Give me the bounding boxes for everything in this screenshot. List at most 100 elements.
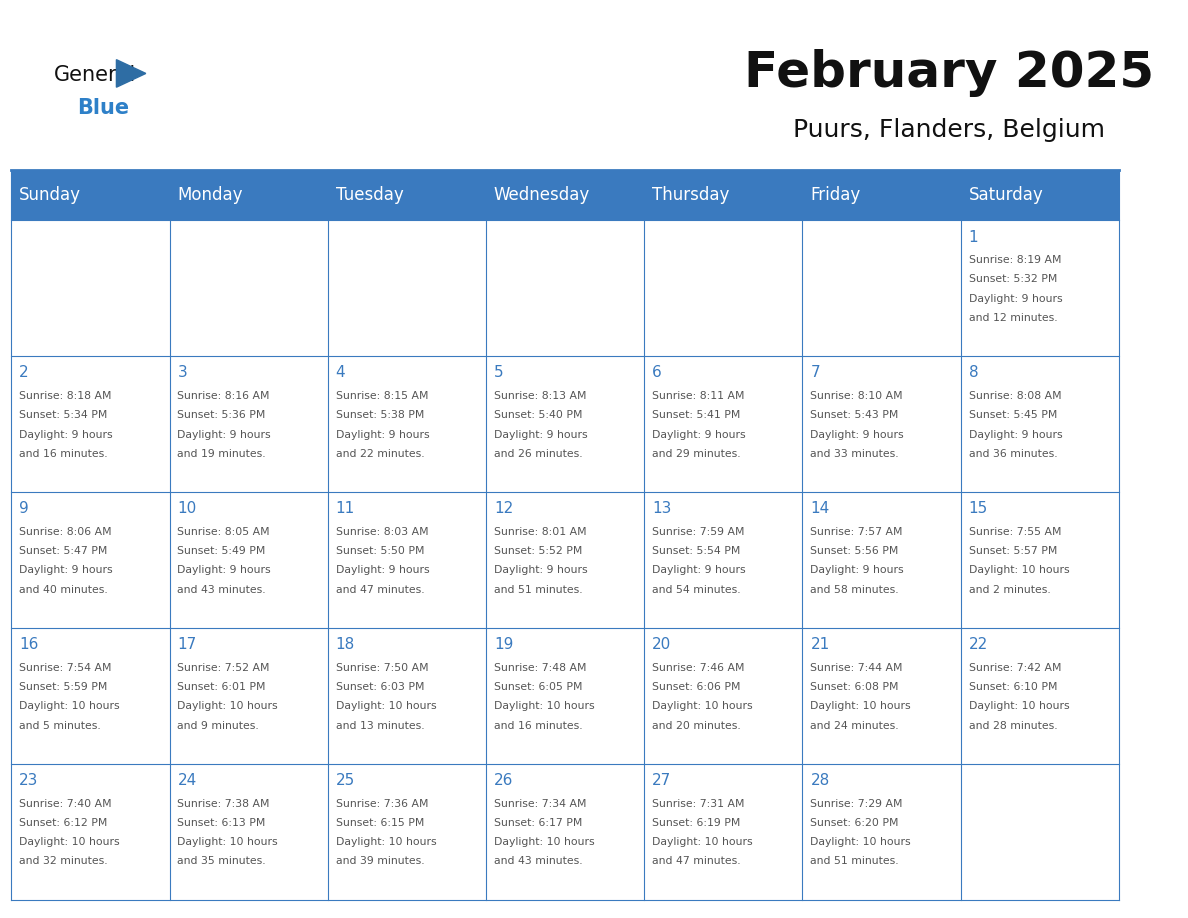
Text: Sunrise: 8:01 AM: Sunrise: 8:01 AM [494,527,587,537]
Text: and 36 minutes.: and 36 minutes. [968,449,1057,459]
Text: Daylight: 10 hours: Daylight: 10 hours [336,837,436,847]
Text: Daylight: 10 hours: Daylight: 10 hours [494,701,594,711]
Text: Sunset: 5:49 PM: Sunset: 5:49 PM [177,546,266,556]
Text: 19: 19 [494,637,513,652]
Text: Daylight: 10 hours: Daylight: 10 hours [968,565,1069,576]
Text: and 2 minutes.: and 2 minutes. [968,585,1050,595]
Text: and 47 minutes.: and 47 minutes. [336,585,424,595]
Text: 8: 8 [968,365,978,380]
Text: 14: 14 [810,501,829,516]
Text: and 13 minutes.: and 13 minutes. [336,721,424,731]
Text: Sunset: 5:59 PM: Sunset: 5:59 PM [19,682,108,692]
Text: and 20 minutes.: and 20 minutes. [652,721,741,731]
Text: Daylight: 10 hours: Daylight: 10 hours [810,837,911,847]
Text: 23: 23 [19,773,38,788]
Text: Sunset: 5:56 PM: Sunset: 5:56 PM [810,546,899,556]
Text: Daylight: 9 hours: Daylight: 9 hours [494,565,588,576]
Text: and 54 minutes.: and 54 minutes. [652,585,741,595]
Text: Sunset: 5:34 PM: Sunset: 5:34 PM [19,410,108,420]
Text: 13: 13 [652,501,671,516]
Text: 26: 26 [494,773,513,788]
Text: Monday: Monday [177,186,244,204]
Text: Sunrise: 7:36 AM: Sunrise: 7:36 AM [336,799,428,809]
Text: and 24 minutes.: and 24 minutes. [810,721,899,731]
Text: Sunrise: 7:50 AM: Sunrise: 7:50 AM [336,663,429,673]
Text: Sunrise: 7:57 AM: Sunrise: 7:57 AM [810,527,903,537]
Text: Sunset: 5:54 PM: Sunset: 5:54 PM [652,546,740,556]
Text: Sunrise: 7:46 AM: Sunrise: 7:46 AM [652,663,745,673]
Text: Sunset: 6:08 PM: Sunset: 6:08 PM [810,682,899,692]
Text: Sunrise: 7:40 AM: Sunrise: 7:40 AM [19,799,112,809]
Text: Daylight: 10 hours: Daylight: 10 hours [652,701,753,711]
Text: Sunset: 6:17 PM: Sunset: 6:17 PM [494,818,582,828]
Bar [12,170,170,220]
Text: Sunset: 5:45 PM: Sunset: 5:45 PM [968,410,1057,420]
Text: Daylight: 10 hours: Daylight: 10 hours [177,837,278,847]
Text: Sunset: 6:05 PM: Sunset: 6:05 PM [494,682,582,692]
Text: Tuesday: Tuesday [336,186,404,204]
Text: 3: 3 [177,365,188,380]
Text: and 16 minutes.: and 16 minutes. [494,721,582,731]
Text: 7: 7 [810,365,820,380]
Text: Sunday: Sunday [19,186,81,204]
Text: Daylight: 9 hours: Daylight: 9 hours [336,565,429,576]
Text: General: General [55,65,137,85]
Text: Sunrise: 8:08 AM: Sunrise: 8:08 AM [968,391,1061,401]
Bar [644,170,802,220]
Text: Sunset: 5:40 PM: Sunset: 5:40 PM [494,410,582,420]
Text: Sunrise: 7:38 AM: Sunrise: 7:38 AM [177,799,270,809]
Text: Sunrise: 7:29 AM: Sunrise: 7:29 AM [810,799,903,809]
Text: Daylight: 9 hours: Daylight: 9 hours [810,430,904,440]
Text: and 5 minutes.: and 5 minutes. [19,721,101,731]
Text: Daylight: 10 hours: Daylight: 10 hours [19,837,120,847]
Text: and 22 minutes.: and 22 minutes. [336,449,424,459]
Text: and 39 minutes.: and 39 minutes. [336,856,424,867]
Text: and 12 minutes.: and 12 minutes. [968,313,1057,323]
Text: Daylight: 9 hours: Daylight: 9 hours [19,430,113,440]
Text: Daylight: 9 hours: Daylight: 9 hours [336,430,429,440]
Text: 17: 17 [177,637,197,652]
Text: and 9 minutes.: and 9 minutes. [177,721,259,731]
Text: Blue: Blue [77,98,129,118]
Text: Daylight: 9 hours: Daylight: 9 hours [494,430,588,440]
Bar [961,170,1119,220]
Text: and 47 minutes.: and 47 minutes. [652,856,741,867]
Text: Daylight: 9 hours: Daylight: 9 hours [19,565,113,576]
Text: Sunrise: 7:55 AM: Sunrise: 7:55 AM [968,527,1061,537]
Text: Sunrise: 8:15 AM: Sunrise: 8:15 AM [336,391,428,401]
Text: Sunrise: 8:06 AM: Sunrise: 8:06 AM [19,527,112,537]
Text: and 33 minutes.: and 33 minutes. [810,449,899,459]
Text: and 29 minutes.: and 29 minutes. [652,449,741,459]
Text: Daylight: 9 hours: Daylight: 9 hours [968,294,1062,304]
Text: Sunset: 5:41 PM: Sunset: 5:41 PM [652,410,740,420]
Text: Sunset: 5:52 PM: Sunset: 5:52 PM [494,546,582,556]
Text: 11: 11 [336,501,355,516]
Text: Friday: Friday [810,186,860,204]
Text: 15: 15 [968,501,988,516]
Text: Sunrise: 8:03 AM: Sunrise: 8:03 AM [336,527,429,537]
Text: Sunrise: 8:18 AM: Sunrise: 8:18 AM [19,391,112,401]
Text: Sunrise: 8:13 AM: Sunrise: 8:13 AM [494,391,587,401]
Text: Sunset: 6:13 PM: Sunset: 6:13 PM [177,818,266,828]
Text: Saturday: Saturday [968,186,1043,204]
Bar [170,170,328,220]
Text: Sunrise: 7:31 AM: Sunrise: 7:31 AM [652,799,745,809]
Text: and 43 minutes.: and 43 minutes. [494,856,582,867]
Text: Sunrise: 8:10 AM: Sunrise: 8:10 AM [810,391,903,401]
Text: Sunrise: 7:54 AM: Sunrise: 7:54 AM [19,663,112,673]
Text: Daylight: 9 hours: Daylight: 9 hours [177,430,271,440]
Text: Daylight: 9 hours: Daylight: 9 hours [652,430,746,440]
Text: 2: 2 [19,365,29,380]
Text: Sunrise: 8:11 AM: Sunrise: 8:11 AM [652,391,745,401]
Bar [328,170,486,220]
Text: Sunrise: 7:42 AM: Sunrise: 7:42 AM [968,663,1061,673]
Text: Sunrise: 7:52 AM: Sunrise: 7:52 AM [177,663,270,673]
Text: Daylight: 10 hours: Daylight: 10 hours [177,701,278,711]
Bar [802,170,961,220]
Text: 1: 1 [968,230,978,244]
Polygon shape [116,60,146,87]
Text: Sunset: 5:36 PM: Sunset: 5:36 PM [177,410,266,420]
Text: Daylight: 10 hours: Daylight: 10 hours [494,837,594,847]
Text: 16: 16 [19,637,38,652]
Text: Daylight: 10 hours: Daylight: 10 hours [810,701,911,711]
